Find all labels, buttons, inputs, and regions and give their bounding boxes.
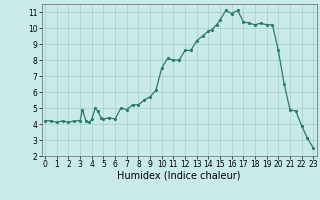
X-axis label: Humidex (Indice chaleur): Humidex (Indice chaleur) bbox=[117, 171, 241, 181]
